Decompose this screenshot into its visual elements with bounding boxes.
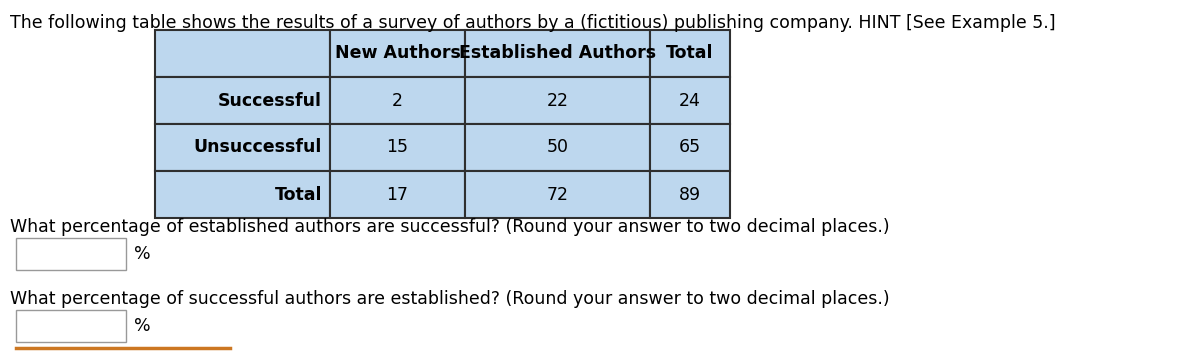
- Bar: [16, 310, 126, 342]
- Text: Unsuccessful: Unsuccessful: [193, 139, 322, 157]
- Bar: [650, 30, 730, 77]
- Bar: [330, 171, 466, 218]
- Bar: [650, 77, 730, 124]
- Bar: [155, 77, 330, 124]
- Bar: [155, 30, 330, 77]
- Bar: [466, 124, 650, 171]
- Bar: [155, 124, 330, 171]
- Text: 72: 72: [546, 186, 569, 204]
- Text: 89: 89: [679, 186, 701, 204]
- Bar: [650, 171, 730, 218]
- Text: Successful: Successful: [218, 92, 322, 109]
- Text: 2: 2: [392, 92, 403, 109]
- Text: Established Authors: Established Authors: [458, 45, 656, 62]
- Text: New Authors: New Authors: [335, 45, 461, 62]
- Text: 50: 50: [546, 139, 569, 157]
- Bar: [466, 171, 650, 218]
- Bar: [466, 30, 650, 77]
- Bar: [330, 77, 466, 124]
- Bar: [155, 171, 330, 218]
- Text: 17: 17: [386, 186, 408, 204]
- Text: 15: 15: [386, 139, 408, 157]
- Text: 65: 65: [679, 139, 701, 157]
- Text: Total: Total: [666, 45, 714, 62]
- Text: %: %: [134, 317, 151, 335]
- Bar: [330, 30, 466, 77]
- Text: What percentage of established authors are successful? (Round your answer to two: What percentage of established authors a…: [10, 218, 889, 236]
- Bar: [16, 238, 126, 270]
- Text: %: %: [134, 245, 151, 263]
- Text: 22: 22: [546, 92, 569, 109]
- Text: What percentage of successful authors are established? (Round your answer to two: What percentage of successful authors ar…: [10, 290, 889, 308]
- Bar: [650, 124, 730, 171]
- Bar: [330, 124, 466, 171]
- Bar: [466, 77, 650, 124]
- Text: The following table shows the results of a survey of authors by a (fictitious) p: The following table shows the results of…: [10, 14, 1056, 32]
- Text: Total: Total: [275, 186, 322, 204]
- Text: 24: 24: [679, 92, 701, 109]
